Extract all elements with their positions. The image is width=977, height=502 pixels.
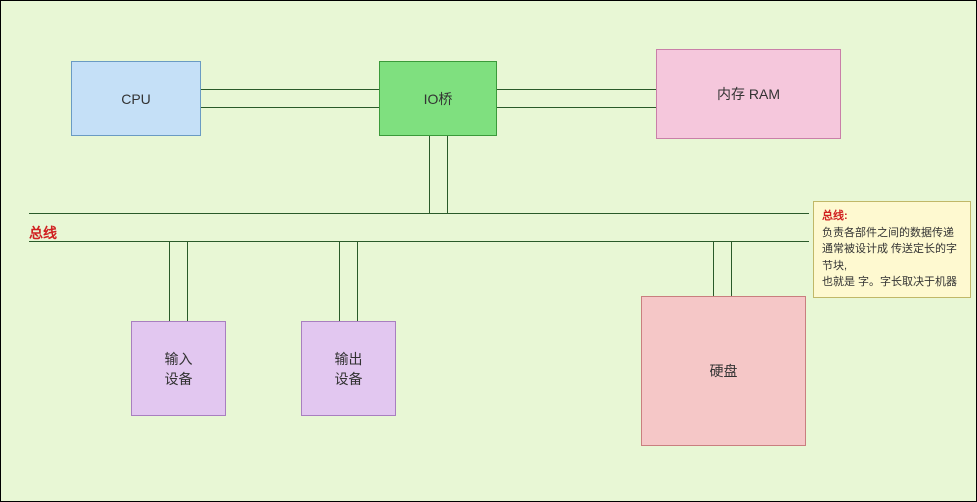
node-input-dev: 输入 设备 [131,321,226,416]
connector-line [201,107,379,108]
note-body: 负责各部件之间的数据传递 通常被设计成 传送定长的字节块, 也就是 字。字长取决… [822,225,962,291]
node-ram: 内存 RAM [656,49,841,139]
bus-note: 总线:负责各部件之间的数据传递 通常被设计成 传送定长的字节块, 也就是 字。字… [813,201,971,298]
bus-label: 总线 [29,223,57,243]
node-cpu: CPU [71,61,201,136]
connector-line [497,89,656,90]
node-output-dev: 输出 设备 [301,321,396,416]
bus-line [29,213,809,214]
connector-line [169,241,170,321]
diagram-canvas: 总线CPUIO桥内存 RAM输入 设备输出 设备硬盘总线:负责各部件之间的数据传… [0,0,977,502]
connector-line [339,241,340,321]
connector-line [187,241,188,321]
connector-line [357,241,358,321]
connector-line [497,107,656,108]
connector-line [731,241,732,296]
connector-line [429,136,430,213]
connector-line [201,89,379,90]
node-io-bridge: IO桥 [379,61,497,136]
connector-line [713,241,714,296]
bus-line [29,241,809,242]
note-title: 总线: [822,208,962,225]
connector-line [447,136,448,213]
node-disk: 硬盘 [641,296,806,446]
